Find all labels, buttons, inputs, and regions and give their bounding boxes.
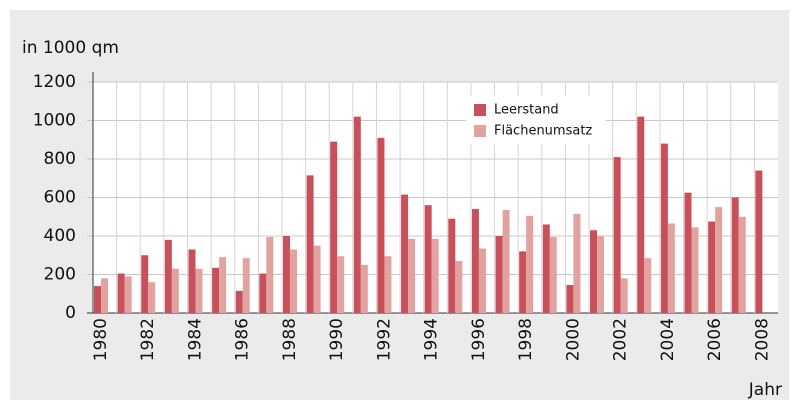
bar	[124, 276, 132, 313]
bar	[495, 236, 503, 313]
bar	[164, 239, 172, 313]
bar	[94, 286, 101, 313]
bar	[708, 221, 716, 313]
bar	[360, 264, 368, 313]
y-tick-label: 400	[44, 226, 76, 246]
bar	[117, 273, 125, 313]
bar	[313, 245, 321, 313]
bar	[235, 290, 243, 313]
bar	[306, 175, 314, 313]
bar	[377, 137, 385, 313]
y-tick-label: 200	[44, 265, 76, 285]
bar	[101, 278, 108, 313]
bar	[549, 236, 557, 313]
y-tick-label: 800	[44, 149, 76, 169]
bar	[519, 251, 527, 313]
bar	[502, 210, 510, 313]
bar	[526, 215, 534, 313]
bar	[401, 194, 409, 313]
x-tick-label: 1988	[280, 318, 300, 361]
bar	[431, 238, 439, 313]
x-tick-label: 1982	[138, 318, 158, 361]
bar	[542, 224, 550, 313]
bar	[478, 248, 486, 313]
legend	[466, 96, 606, 144]
bar	[219, 257, 227, 313]
bar	[597, 236, 605, 313]
bar	[384, 256, 392, 313]
bar	[455, 261, 463, 313]
bar	[573, 213, 581, 313]
bar	[590, 230, 598, 313]
x-tick-label: 1998	[516, 318, 536, 361]
bar	[337, 256, 345, 313]
bar	[637, 116, 645, 314]
y-tick-label: 1200	[33, 72, 76, 92]
bar	[620, 278, 628, 313]
x-tick-label: 1992	[374, 318, 394, 361]
bar	[212, 267, 220, 313]
bar	[684, 192, 692, 313]
legend-label: Flächenumsatz	[494, 124, 592, 139]
legend-swatch	[474, 125, 486, 137]
x-tick-label: 1994	[422, 318, 442, 361]
x-tick-label: 2004	[658, 318, 678, 361]
bar	[613, 157, 621, 313]
bar	[353, 116, 361, 314]
x-tick-label: 1986	[233, 318, 253, 361]
bar	[266, 236, 274, 313]
y-tick-label: 600	[44, 188, 76, 208]
bar	[408, 238, 416, 313]
bar	[471, 209, 479, 313]
bar	[188, 249, 196, 313]
bar	[141, 255, 149, 313]
y-tick-label: 0	[65, 303, 76, 323]
bar	[195, 268, 203, 313]
bar	[448, 218, 456, 313]
bar	[755, 170, 763, 313]
bar	[738, 216, 746, 313]
bar	[691, 227, 699, 313]
x-tick-label: 2008	[752, 318, 772, 361]
bar	[242, 258, 250, 313]
x-axis-label: Jahr	[748, 380, 782, 400]
x-tick-label: 1996	[469, 318, 489, 361]
x-tick-label: 1990	[327, 318, 347, 361]
bar	[171, 268, 179, 313]
bar	[424, 205, 432, 313]
y-axis-label: in 1000 qm	[22, 38, 119, 58]
bar	[644, 258, 652, 313]
bar	[667, 223, 675, 313]
y-tick-label: 1000	[33, 111, 76, 131]
bar	[715, 207, 723, 313]
legend-label: Leerstand	[494, 103, 559, 118]
bar	[731, 197, 739, 313]
x-tick-label: 1984	[185, 318, 205, 361]
bar	[330, 141, 338, 313]
bar	[660, 143, 668, 313]
bar	[148, 282, 156, 313]
x-tick-label: 2002	[611, 318, 631, 361]
bar	[282, 236, 290, 313]
x-tick-label: 2006	[705, 318, 725, 361]
bar	[259, 273, 267, 313]
x-tick-label: 2000	[563, 318, 583, 361]
legend-swatch	[474, 104, 486, 116]
bar	[289, 249, 297, 313]
x-tick-label: 1980	[91, 318, 111, 361]
bar	[566, 285, 574, 313]
